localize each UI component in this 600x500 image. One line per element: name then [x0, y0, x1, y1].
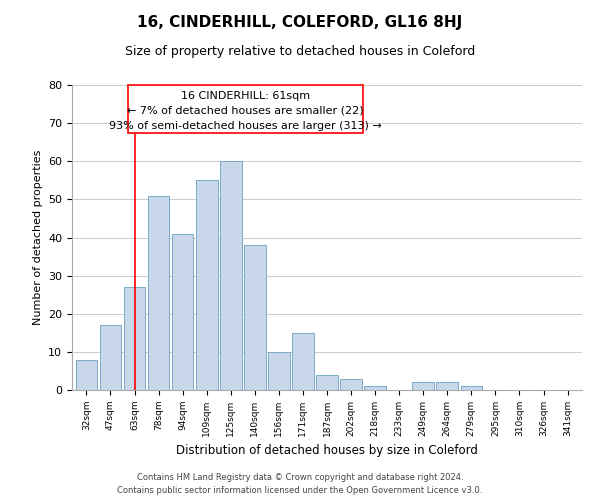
- Bar: [316, 375, 338, 390]
- Text: 93% of semi-detached houses are larger (313) →: 93% of semi-detached houses are larger (…: [109, 121, 382, 131]
- Bar: [292, 333, 314, 390]
- X-axis label: Distribution of detached houses by size in Coleford: Distribution of detached houses by size …: [176, 444, 478, 458]
- Bar: [172, 234, 193, 390]
- Bar: [436, 382, 458, 390]
- Text: Contains HM Land Registry data © Crown copyright and database right 2024.
Contai: Contains HM Land Registry data © Crown c…: [118, 474, 482, 495]
- Bar: [412, 382, 434, 390]
- Text: Size of property relative to detached houses in Coleford: Size of property relative to detached ho…: [125, 45, 475, 58]
- Bar: [124, 287, 145, 390]
- Bar: [461, 386, 482, 390]
- Text: 16 CINDERHILL: 61sqm: 16 CINDERHILL: 61sqm: [181, 90, 310, 101]
- Bar: [364, 386, 386, 390]
- Y-axis label: Number of detached properties: Number of detached properties: [32, 150, 43, 325]
- Bar: [244, 245, 266, 390]
- Bar: [196, 180, 218, 390]
- Bar: [340, 378, 362, 390]
- Bar: [220, 161, 242, 390]
- Bar: [148, 196, 169, 390]
- Bar: [76, 360, 97, 390]
- Bar: [268, 352, 290, 390]
- Text: 16, CINDERHILL, COLEFORD, GL16 8HJ: 16, CINDERHILL, COLEFORD, GL16 8HJ: [137, 15, 463, 30]
- FancyBboxPatch shape: [128, 85, 363, 132]
- Text: ← 7% of detached houses are smaller (22): ← 7% of detached houses are smaller (22): [127, 106, 364, 116]
- Bar: [100, 325, 121, 390]
